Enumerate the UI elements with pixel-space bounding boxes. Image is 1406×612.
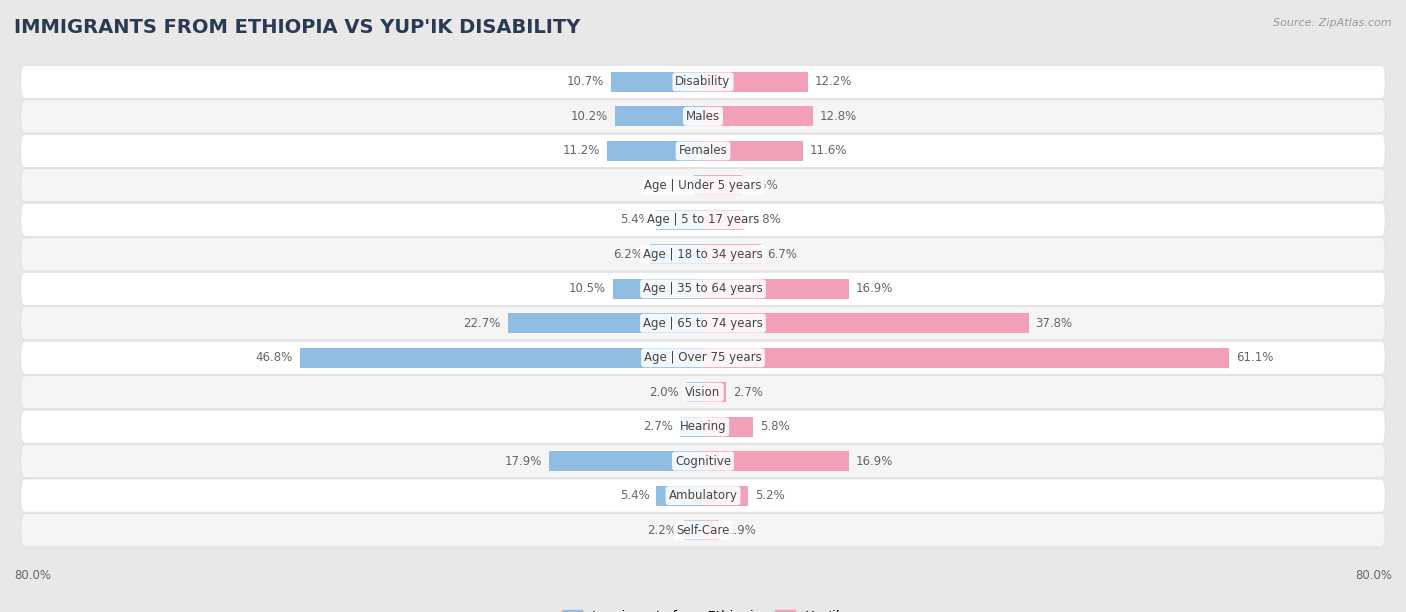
FancyBboxPatch shape xyxy=(21,203,1385,236)
FancyBboxPatch shape xyxy=(21,169,1385,202)
Bar xyxy=(703,348,1229,368)
Text: 6.2%: 6.2% xyxy=(613,248,643,261)
Text: 2.0%: 2.0% xyxy=(650,386,679,398)
Bar xyxy=(703,313,1029,334)
Bar xyxy=(657,210,703,230)
Text: Hearing: Hearing xyxy=(679,420,727,433)
Text: 80.0%: 80.0% xyxy=(1355,569,1392,582)
Text: 2.7%: 2.7% xyxy=(643,420,673,433)
FancyBboxPatch shape xyxy=(21,513,1385,547)
Text: 2.2%: 2.2% xyxy=(647,524,678,537)
Text: 16.9%: 16.9% xyxy=(855,282,893,295)
Bar xyxy=(508,313,703,334)
FancyBboxPatch shape xyxy=(21,100,1385,133)
Bar xyxy=(703,520,720,540)
Text: 10.5%: 10.5% xyxy=(568,282,606,295)
FancyBboxPatch shape xyxy=(21,134,1385,168)
Text: 80.0%: 80.0% xyxy=(14,569,51,582)
Text: Females: Females xyxy=(679,144,727,157)
Bar xyxy=(703,106,813,126)
Text: 2.7%: 2.7% xyxy=(733,386,763,398)
Text: Age | 5 to 17 years: Age | 5 to 17 years xyxy=(647,214,759,226)
Legend: Immigrants from Ethiopia, Yup'ik: Immigrants from Ethiopia, Yup'ik xyxy=(562,610,844,612)
Bar xyxy=(686,382,703,402)
Text: 12.2%: 12.2% xyxy=(815,75,852,88)
Text: Cognitive: Cognitive xyxy=(675,455,731,468)
Text: 1.9%: 1.9% xyxy=(727,524,756,537)
Bar xyxy=(703,278,849,299)
Text: Males: Males xyxy=(686,110,720,123)
Bar xyxy=(657,486,703,506)
Text: Ambulatory: Ambulatory xyxy=(668,489,738,502)
Text: 61.1%: 61.1% xyxy=(1236,351,1274,364)
FancyBboxPatch shape xyxy=(21,272,1385,305)
Bar xyxy=(679,417,703,437)
Text: Self-Care: Self-Care xyxy=(676,524,730,537)
Text: 5.2%: 5.2% xyxy=(755,489,785,502)
Text: Age | 65 to 74 years: Age | 65 to 74 years xyxy=(643,317,763,330)
Bar xyxy=(616,106,703,126)
Bar xyxy=(703,244,761,264)
FancyBboxPatch shape xyxy=(21,479,1385,512)
Text: 5.4%: 5.4% xyxy=(620,214,650,226)
Bar xyxy=(613,278,703,299)
Bar xyxy=(650,244,703,264)
Text: Age | 35 to 64 years: Age | 35 to 64 years xyxy=(643,282,763,295)
FancyBboxPatch shape xyxy=(21,307,1385,340)
Bar xyxy=(703,72,808,92)
Text: Age | Over 75 years: Age | Over 75 years xyxy=(644,351,762,364)
Bar xyxy=(685,520,703,540)
Text: 10.2%: 10.2% xyxy=(571,110,609,123)
Bar xyxy=(610,72,703,92)
Text: 11.2%: 11.2% xyxy=(562,144,599,157)
Text: Age | 18 to 34 years: Age | 18 to 34 years xyxy=(643,248,763,261)
Bar xyxy=(703,210,744,230)
Bar xyxy=(703,486,748,506)
FancyBboxPatch shape xyxy=(21,444,1385,478)
FancyBboxPatch shape xyxy=(21,65,1385,99)
Text: 5.4%: 5.4% xyxy=(620,489,650,502)
Text: IMMIGRANTS FROM ETHIOPIA VS YUP'IK DISABILITY: IMMIGRANTS FROM ETHIOPIA VS YUP'IK DISAB… xyxy=(14,18,581,37)
Text: 12.8%: 12.8% xyxy=(820,110,858,123)
FancyBboxPatch shape xyxy=(21,237,1385,271)
FancyBboxPatch shape xyxy=(21,341,1385,375)
Text: 16.9%: 16.9% xyxy=(855,455,893,468)
Text: 17.9%: 17.9% xyxy=(505,455,541,468)
Bar xyxy=(703,417,754,437)
Bar xyxy=(693,175,703,195)
Text: Vision: Vision xyxy=(685,386,721,398)
Bar xyxy=(548,451,703,471)
Text: 4.8%: 4.8% xyxy=(751,214,780,226)
Bar xyxy=(703,175,742,195)
Bar xyxy=(299,348,703,368)
Text: Disability: Disability xyxy=(675,75,731,88)
Text: 6.7%: 6.7% xyxy=(768,248,797,261)
Text: Source: ZipAtlas.com: Source: ZipAtlas.com xyxy=(1274,18,1392,28)
Text: 5.8%: 5.8% xyxy=(759,420,789,433)
Text: 4.5%: 4.5% xyxy=(748,179,779,192)
Bar xyxy=(703,451,849,471)
Bar xyxy=(606,141,703,161)
Text: Age | Under 5 years: Age | Under 5 years xyxy=(644,179,762,192)
Text: 46.8%: 46.8% xyxy=(256,351,292,364)
Bar xyxy=(703,382,727,402)
Text: 22.7%: 22.7% xyxy=(463,317,501,330)
Text: 37.8%: 37.8% xyxy=(1035,317,1073,330)
FancyBboxPatch shape xyxy=(21,410,1385,443)
Text: 11.6%: 11.6% xyxy=(810,144,848,157)
FancyBboxPatch shape xyxy=(21,376,1385,409)
Text: 1.1%: 1.1% xyxy=(657,179,686,192)
Bar xyxy=(703,141,803,161)
Text: 10.7%: 10.7% xyxy=(567,75,605,88)
